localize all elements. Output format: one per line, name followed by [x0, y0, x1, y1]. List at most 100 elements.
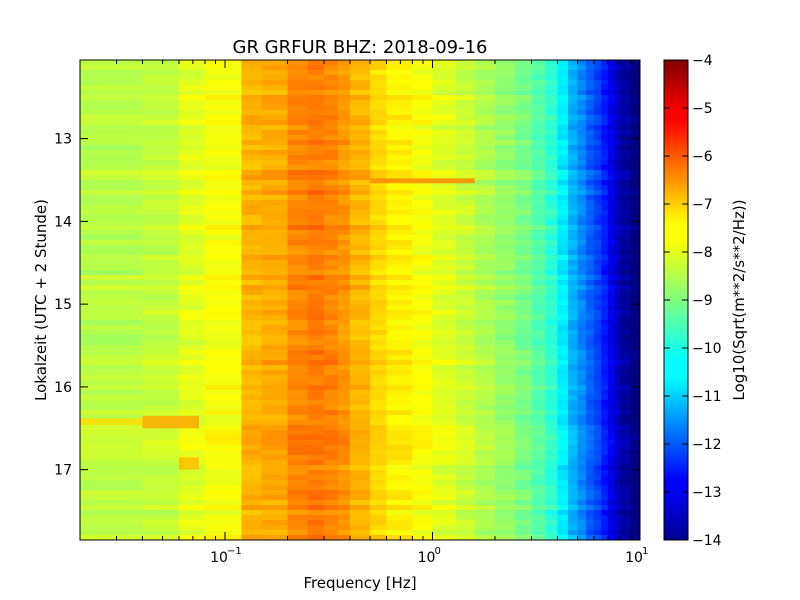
heatmap-cell	[545, 70, 559, 76]
heatmap-cell	[545, 420, 559, 426]
heatmap-cell	[474, 65, 496, 71]
heatmap-cell	[545, 195, 559, 201]
heatmap-cell	[630, 235, 640, 241]
heatmap-cell	[531, 130, 546, 136]
heatmap-cell	[432, 500, 457, 506]
heatmap-cell	[307, 230, 325, 236]
heatmap-cell	[545, 145, 559, 151]
heatmap-cell	[557, 175, 569, 181]
heatmap-cell	[586, 200, 595, 206]
heatmap-cell	[386, 190, 413, 196]
heatmap-cell	[204, 85, 243, 91]
heatmap-cell	[324, 450, 339, 456]
heatmap-cell	[515, 505, 533, 511]
heatmap-cell	[261, 375, 289, 381]
heatmap-cell	[545, 505, 559, 511]
heatmap-cell	[386, 405, 413, 411]
heatmap-cell	[614, 230, 621, 236]
heatmap-cell	[474, 160, 496, 166]
heatmap-cell	[287, 500, 309, 506]
heatmap-cell	[432, 65, 457, 71]
heatmap-cell	[586, 150, 595, 156]
heatmap-cell	[307, 385, 325, 391]
heatmap-cell	[494, 245, 516, 251]
heatmap-cell	[349, 60, 371, 66]
heatmap-cell	[630, 60, 640, 66]
heatmap-cell	[80, 65, 144, 71]
heatmap-cell	[630, 360, 640, 366]
heatmap-cell	[630, 245, 640, 251]
heatmap-cell	[80, 535, 144, 540]
heatmap-cell	[593, 190, 602, 196]
heatmap-cell	[324, 305, 339, 311]
heatmap-cell	[474, 455, 496, 461]
heatmap-cell	[386, 255, 413, 261]
heatmap-cell	[349, 510, 371, 516]
heatmap-cell	[179, 495, 206, 501]
heatmap-cell	[494, 175, 516, 181]
heatmap-cell	[474, 235, 496, 241]
heatmap-cell	[577, 415, 587, 421]
heatmap-cell	[204, 360, 243, 366]
heatmap-cell	[142, 505, 180, 511]
heatmap-cell	[337, 485, 351, 491]
heatmap-cell	[337, 140, 351, 146]
heatmap-cell	[241, 170, 263, 176]
heatmap-cell	[287, 70, 309, 76]
heatmap-cell	[456, 110, 476, 116]
heatmap-cell	[515, 275, 533, 281]
heatmap-cell	[412, 505, 434, 511]
heatmap-cell	[494, 155, 516, 161]
heatmap-cell	[80, 120, 144, 126]
heatmap-cell	[593, 390, 602, 396]
heatmap-cell	[432, 410, 457, 416]
heatmap-cell	[432, 370, 457, 376]
heatmap-cell	[456, 205, 476, 211]
heatmap-cell	[577, 380, 587, 386]
heatmap-cell	[577, 430, 587, 436]
heatmap-cell	[179, 235, 206, 241]
heatmap-cell	[515, 420, 533, 426]
heatmap-cell	[630, 320, 640, 326]
heatmap-cell	[456, 150, 476, 156]
heatmap-cell	[337, 155, 351, 161]
heatmap-cell	[370, 170, 388, 176]
heatmap-cell	[432, 195, 457, 201]
heatmap-cell	[337, 515, 351, 521]
heatmap-cell	[287, 455, 309, 461]
heatmap-cell	[241, 245, 263, 251]
heatmap-cell	[204, 495, 243, 501]
heatmap-cell	[630, 295, 640, 301]
heatmap-cell	[557, 90, 569, 96]
heatmap-cell	[370, 85, 388, 91]
heatmap-cell	[607, 305, 615, 311]
heatmap-cell	[261, 255, 289, 261]
heatmap-cell	[577, 475, 587, 481]
heatmap-cell	[324, 115, 339, 121]
heatmap-cell	[179, 220, 206, 226]
heatmap-cell	[349, 500, 371, 506]
heatmap-cell	[261, 130, 289, 136]
heatmap-cell	[179, 160, 206, 166]
heatmap-cell	[557, 315, 569, 321]
heatmap-cell	[370, 270, 388, 276]
heatmap-cell	[412, 340, 434, 346]
heatmap-cell	[80, 180, 144, 186]
heatmap-cell	[474, 60, 496, 66]
heatmap-cell	[515, 460, 533, 466]
heatmap-cell	[179, 80, 206, 86]
heatmap-cell	[307, 185, 325, 191]
heatmap-cell	[586, 195, 595, 201]
heatmap-cell	[557, 525, 569, 531]
heatmap-cell	[386, 480, 413, 486]
heatmap-cell	[557, 210, 569, 216]
heatmap-cell	[456, 365, 476, 371]
heatmap-cell	[531, 165, 546, 171]
heatmap-cell	[557, 190, 569, 196]
heatmap-cell	[337, 280, 351, 286]
heatmap-cell	[142, 235, 180, 241]
heatmap-cell	[241, 360, 263, 366]
heatmap-cell	[557, 110, 569, 116]
heatmap-cell	[577, 470, 587, 476]
heatmap-cell	[80, 435, 144, 441]
